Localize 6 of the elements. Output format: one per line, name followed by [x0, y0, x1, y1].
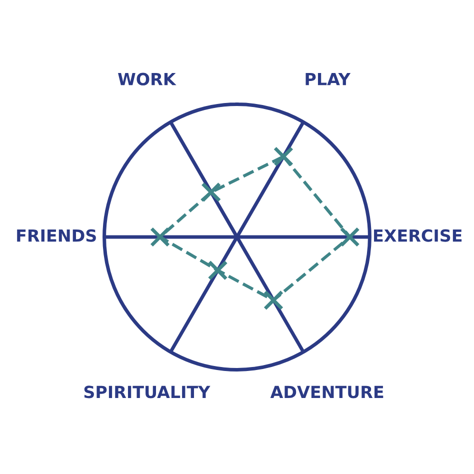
spoke-label: FRIENDS [17, 229, 96, 242]
spoke-label: PLAY [306, 73, 351, 86]
spoke-label: ADVENTURE [270, 386, 384, 398]
spoke-label: SPIRITUALITY [84, 386, 210, 398]
spoke-label: EXERCISE [374, 229, 462, 242]
spoke-label: WORK [118, 72, 176, 86]
